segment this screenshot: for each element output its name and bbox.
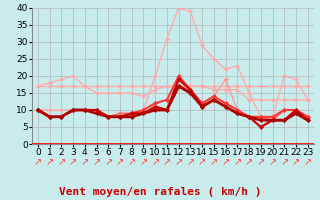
Text: ↗: ↗: [151, 157, 159, 167]
Text: ↗: ↗: [116, 157, 124, 167]
Text: ↗: ↗: [104, 157, 112, 167]
Text: ↗: ↗: [198, 157, 206, 167]
Text: ↗: ↗: [140, 157, 148, 167]
Text: ↗: ↗: [163, 157, 171, 167]
Text: ↗: ↗: [128, 157, 136, 167]
Text: ↗: ↗: [34, 157, 42, 167]
Text: ↗: ↗: [92, 157, 100, 167]
Text: ↗: ↗: [233, 157, 241, 167]
Text: ↗: ↗: [210, 157, 218, 167]
Text: ↗: ↗: [186, 157, 195, 167]
Text: ↗: ↗: [257, 157, 265, 167]
Text: ↗: ↗: [175, 157, 183, 167]
Text: ↗: ↗: [245, 157, 253, 167]
Text: ↗: ↗: [69, 157, 77, 167]
Text: ↗: ↗: [280, 157, 288, 167]
Text: ↗: ↗: [45, 157, 54, 167]
Text: ↗: ↗: [81, 157, 89, 167]
Text: ↗: ↗: [57, 157, 65, 167]
Text: ↗: ↗: [268, 157, 276, 167]
Text: Vent moyen/en rafales ( km/h ): Vent moyen/en rafales ( km/h ): [59, 187, 261, 197]
Text: ↗: ↗: [292, 157, 300, 167]
Text: ↗: ↗: [221, 157, 230, 167]
Text: ↗: ↗: [304, 157, 312, 167]
